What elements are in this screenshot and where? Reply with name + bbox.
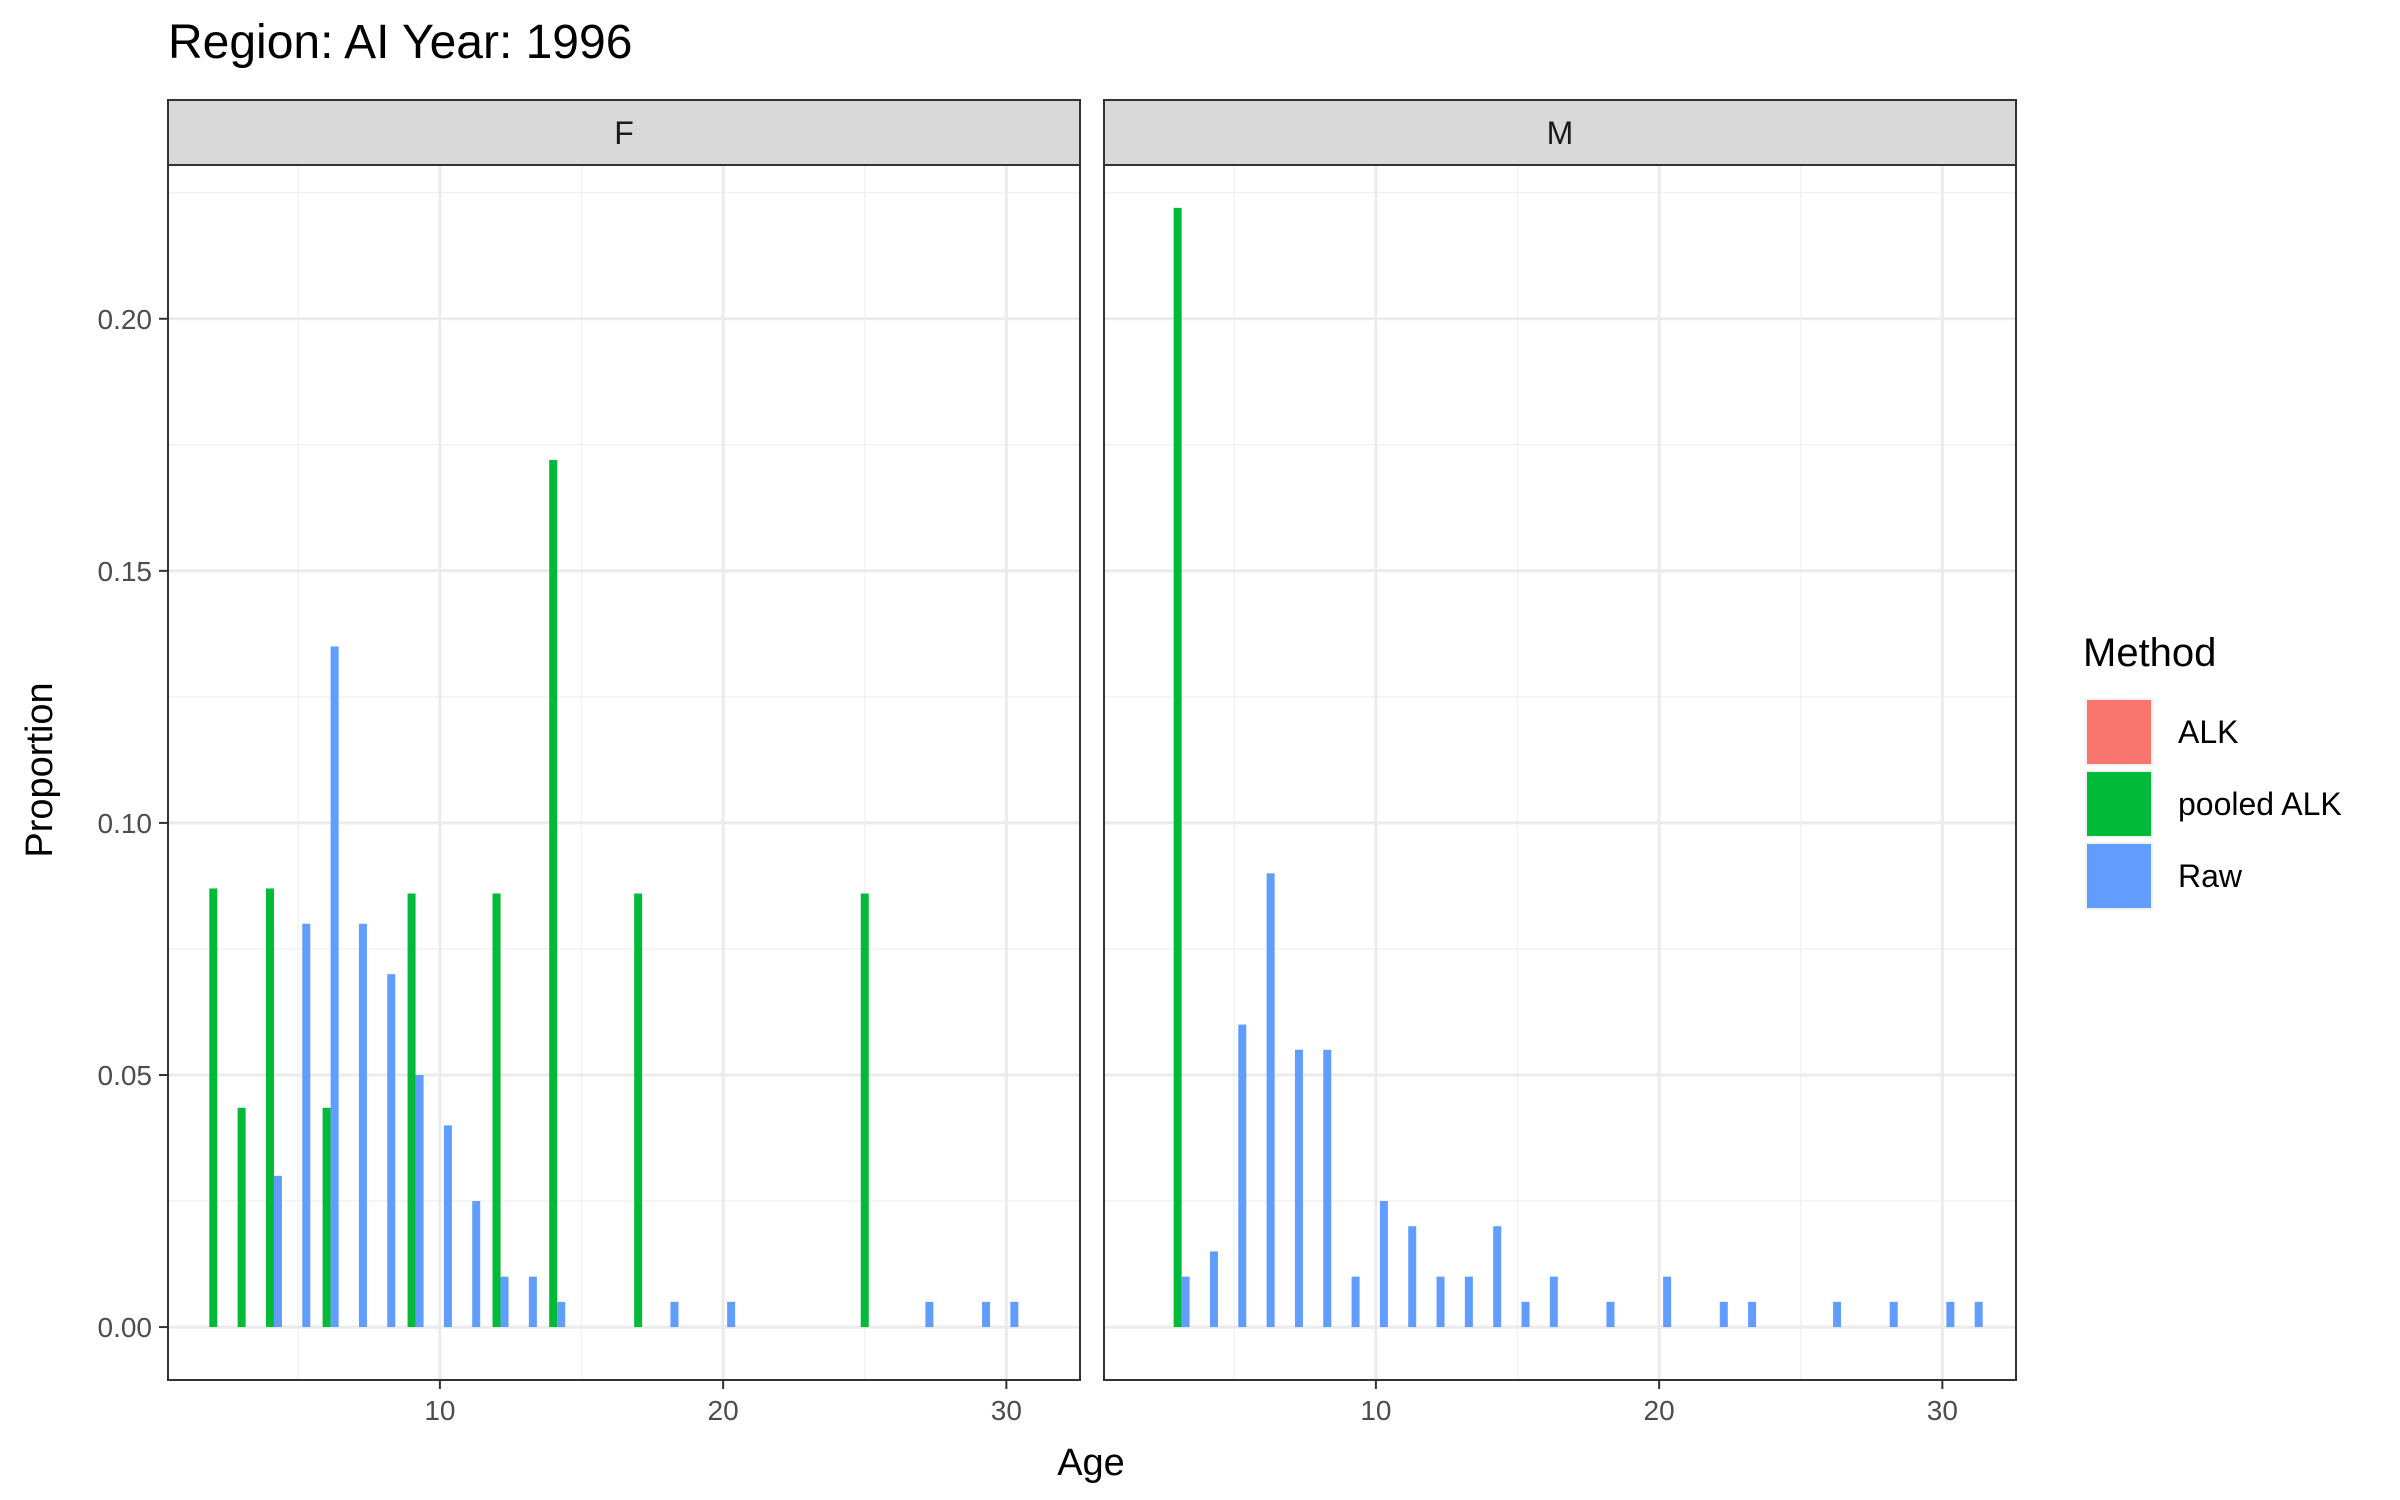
bar-pooled-alk	[634, 893, 643, 1328]
bar-pooled-alk	[860, 893, 869, 1328]
bar-raw	[1719, 1301, 1728, 1328]
bar-pooled-alk	[322, 1107, 331, 1328]
bar-raw	[1549, 1276, 1558, 1328]
bar-raw	[1663, 1276, 1672, 1328]
bar-raw	[273, 1175, 282, 1328]
x-tick-label: 30	[1927, 1395, 1958, 1426]
facet-label-m: M	[1547, 115, 1574, 151]
x-tick-label: 30	[991, 1395, 1022, 1426]
bar-pooled-alk	[492, 893, 501, 1328]
legend-label: ALK	[2178, 714, 2238, 750]
x-tick-label: 20	[708, 1395, 739, 1426]
bar-raw	[1606, 1301, 1615, 1328]
bar-raw	[1351, 1276, 1360, 1328]
x-tick-label: 10	[1360, 1395, 1391, 1426]
facet-label-f: F	[614, 115, 634, 151]
bar-raw	[528, 1276, 537, 1328]
bar-raw	[1493, 1226, 1502, 1328]
y-tick-label: 0.05	[98, 1060, 153, 1091]
bar-raw	[1464, 1276, 1473, 1328]
bar-raw	[1436, 1276, 1445, 1328]
y-tick-label: 0.20	[98, 304, 153, 335]
bar-raw	[1748, 1301, 1757, 1328]
x-tick-label: 20	[1644, 1395, 1675, 1426]
legend-item-pooled-alk: pooled ALK	[2085, 770, 2342, 838]
bar-raw	[1209, 1251, 1218, 1328]
legend-swatch	[2087, 844, 2151, 908]
legend-label: Raw	[2178, 858, 2243, 894]
x-axis-title: Age	[1057, 1442, 1125, 1484]
bar-raw	[1833, 1301, 1842, 1328]
bar-raw	[443, 1125, 452, 1328]
bar-raw	[1010, 1301, 1019, 1328]
bar-pooled-alk	[1173, 207, 1182, 1328]
bar-raw	[1238, 1024, 1247, 1328]
bar-raw	[1323, 1049, 1332, 1328]
legend-swatch	[2087, 772, 2151, 836]
bar-raw	[415, 1074, 424, 1328]
bar-pooled-alk	[237, 1107, 246, 1328]
facet-strip-m	[1103, 99, 2017, 166]
bar-raw	[557, 1301, 566, 1328]
bar-raw	[1266, 873, 1275, 1328]
bar-raw	[727, 1301, 736, 1328]
y-tick-label: 0.10	[98, 808, 153, 839]
legend-item-alk: ALK	[2085, 698, 2238, 766]
bar-raw	[925, 1301, 934, 1328]
bar-raw	[1521, 1301, 1530, 1328]
bar-raw	[330, 646, 339, 1328]
legend-label: pooled ALK	[2178, 786, 2342, 822]
legend-title: Method	[2083, 631, 2216, 675]
y-tick-label: 0.00	[98, 1312, 153, 1343]
panel-background	[1104, 165, 2016, 1380]
bar-raw	[670, 1301, 679, 1328]
panel-background	[168, 165, 1080, 1380]
y-axis-title: Proportion	[19, 682, 61, 857]
legend-swatch	[2087, 700, 2151, 764]
bar-raw	[472, 1201, 481, 1328]
bar-pooled-alk	[549, 459, 558, 1328]
bar-pooled-alk	[407, 893, 416, 1328]
bar-pooled-alk	[209, 888, 218, 1328]
bar-raw	[982, 1301, 991, 1328]
bar-raw	[1408, 1226, 1417, 1328]
bar-raw	[302, 923, 311, 1328]
bar-raw	[1379, 1201, 1388, 1328]
bar-raw	[1974, 1301, 1983, 1328]
facet-panels: F 10 20 30 0.00 0.05 0.10 0.15 0.20 M 10 20 30	[98, 99, 2017, 1426]
panel-m: M 10 20 30	[1103, 99, 2017, 1426]
panel-f: F 10 20 30 0.00 0.05 0.10 0.15 0.20	[98, 99, 1081, 1426]
bar-raw	[358, 923, 367, 1328]
bar-raw	[1294, 1049, 1303, 1328]
bar-pooled-alk	[265, 888, 274, 1328]
panel-border	[167, 164, 1081, 1381]
bar-raw	[1946, 1301, 1955, 1328]
panel-border	[1103, 164, 2017, 1381]
legend-item-raw: Raw	[2085, 842, 2243, 910]
bar-raw	[1889, 1301, 1898, 1328]
legend: Method ALK pooled ALK Raw	[2083, 631, 2342, 910]
bar-raw	[500, 1276, 509, 1328]
bar-raw	[387, 974, 396, 1328]
facet-strip-f	[167, 99, 1081, 166]
y-tick-label: 0.15	[98, 556, 153, 587]
x-tick-label: 10	[424, 1395, 455, 1426]
chart-title: Region: AI Year: 1996	[168, 16, 632, 69]
bar-raw	[1181, 1276, 1190, 1328]
